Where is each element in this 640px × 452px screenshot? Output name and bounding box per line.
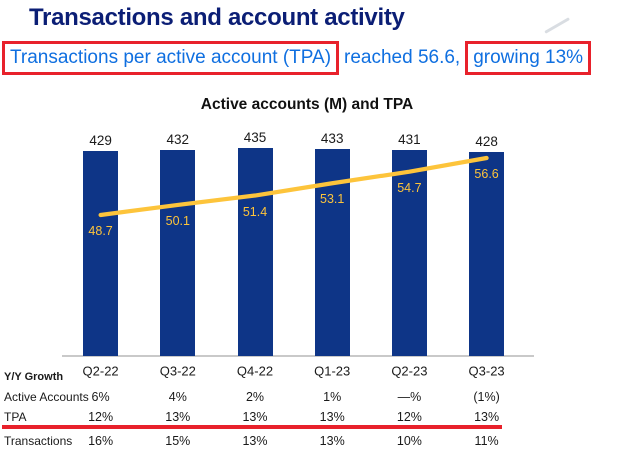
tpa-trend-line [98,155,489,218]
table-cell: 10% [396,434,422,448]
tpa-value-label: 56.6 [474,167,499,181]
tpa-value-label: 50.1 [165,213,190,228]
subtitle-middle-text: reached 56.6, [344,46,461,68]
tpa-value-label: 48.7 [88,224,113,238]
table-cell: 13% [319,434,345,448]
bar-value-label: 431 [398,132,421,148]
bar-Q2-22 [83,151,119,356]
table-corner-label: Y/Y Growth [4,371,64,383]
bar-value-label: 433 [320,131,344,147]
table-cell: 13% [242,410,268,424]
bar-value-label: 432 [166,131,190,147]
tpa-value-label: 53.1 [320,192,345,207]
subtitle: Transactions per active account (TPA) re… [2,40,592,75]
table-row-label: Active Accounts [4,390,89,404]
x-axis-baseline [62,355,534,357]
table-column-header: Q3-23 [468,363,505,379]
tpa-value-label: 54.7 [397,180,422,195]
table-cell: 15% [165,434,191,448]
table-column-header: Q4-22 [236,363,274,379]
table-cell: 6% [91,390,110,404]
table-row-label: Transactions [4,434,73,448]
bar-value-label: 428 [475,133,498,149]
table-cell: 2% [245,390,265,404]
table-cell: 13% [165,410,191,424]
table-cell: 13% [474,410,500,424]
table-cell: 12% [396,410,422,424]
tpa-value-label: 51.4 [242,204,268,219]
table-row-label: TPA [4,410,27,424]
table-cell: —% [397,390,422,404]
table-cell: 12% [88,410,114,424]
bar-Q3-22 [160,149,196,356]
chart-title: Active accounts (M) and TPA [200,96,414,113]
highlight-box-growth: growing 13% [465,40,592,75]
bar-value-label: 435 [243,130,267,146]
bar-value-label: 429 [89,133,112,149]
table-column-header: Q3-22 [159,363,196,379]
highlight-box-tpa: Transactions per active account (TPA) [2,40,340,75]
table-cell: 13% [242,434,268,448]
table-cell: 1% [323,390,342,404]
table-column-header: Q2-22 [82,363,119,379]
table-cell: 16% [88,434,114,448]
table-cell: (1%) [473,390,500,404]
bar-Q1-23 [314,149,350,356]
tpa-row-red-underline [2,425,502,429]
subtitle-highlight-growth: growing 13% [473,46,584,68]
table-cell: 4% [168,390,187,404]
bar-Q3-23 [469,151,505,356]
page-title: Transactions and account activity [29,4,405,31]
subtitle-highlight-tpa: Transactions per active account (TPA) [10,46,332,68]
table-cell: 13% [319,410,345,424]
bar-Q4-22 [237,148,273,356]
table-cell: 11% [474,434,499,448]
faint-slash-mark [544,17,570,34]
table-column-header: Q1-23 [314,363,351,379]
table-column-header: Q2-23 [391,363,428,379]
